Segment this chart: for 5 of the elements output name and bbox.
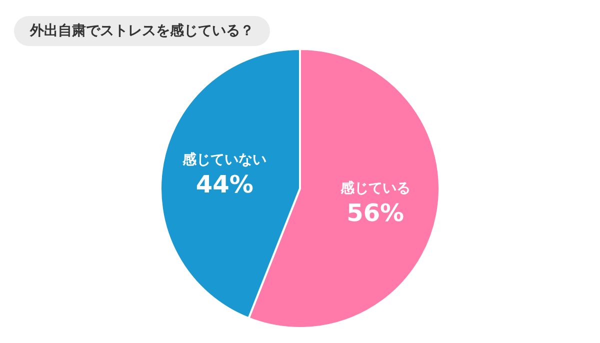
chart-title: 外出自粛でストレスを感じている？ — [14, 16, 270, 46]
slice-label: 感じている — [339, 180, 410, 197]
data-label: 44% — [196, 170, 254, 198]
data-label: 56% — [346, 199, 404, 228]
slice-label: 感じていない — [182, 152, 267, 168]
